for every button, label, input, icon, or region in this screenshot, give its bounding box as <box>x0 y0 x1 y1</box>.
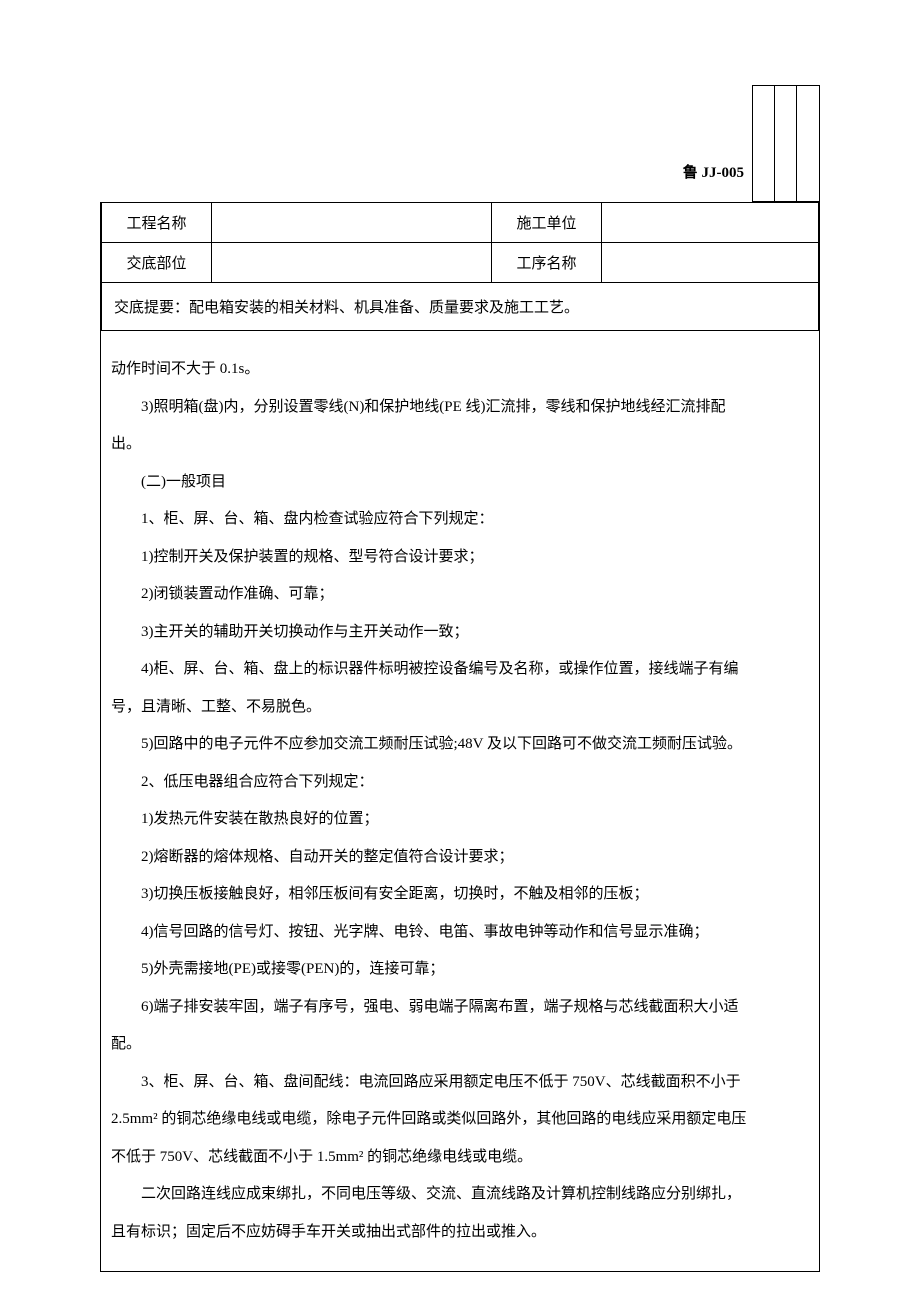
construction-unit-label: 施工单位 <box>492 203 602 243</box>
main-document-frame: 工程名称 施工单位 交底部位 工序名称 交底提要：配电箱安装的相关材料、机具准备… <box>100 202 820 1272</box>
table-row: 交底部位 工序名称 <box>102 243 819 283</box>
disclosure-part-label: 交底部位 <box>102 243 212 283</box>
body-paragraph: 3)主开关的辅助开关切换动作与主开关动作一致； <box>111 614 809 652</box>
body-paragraph: 6)端子排安装牢固，端子有序号，强电、弱电端子隔离布置，端子规格与芯线截面积大小… <box>111 989 809 1027</box>
header-box-3 <box>797 86 819 201</box>
body-paragraph: 不低于 750V、芯线截面不小于 1.5mm² 的铜芯绝缘电线或电缆。 <box>111 1139 809 1177</box>
process-name-label: 工序名称 <box>492 243 602 283</box>
doc-code: 鲁 JJ-005 <box>683 161 744 182</box>
table-row: 交底提要：配电箱安装的相关材料、机具准备、质量要求及施工工艺。 <box>102 283 819 331</box>
body-paragraph: 配。 <box>111 1026 809 1064</box>
header-box-2 <box>775 86 797 201</box>
construction-unit-value <box>602 203 819 243</box>
body-paragraph: 且有标识；固定后不应妨碍手车开关或抽出式部件的拉出或推入。 <box>111 1214 809 1252</box>
body-paragraph: (二)一般项目 <box>111 464 809 502</box>
body-paragraph: 1)控制开关及保护装置的规格、型号符合设计要求； <box>111 539 809 577</box>
body-paragraph: 3)切换压板接触良好，相邻压板间有安全距离，切换时，不触及相邻的压板； <box>111 876 809 914</box>
body-paragraph: 2)熔断器的熔体规格、自动开关的整定值符合设计要求； <box>111 839 809 877</box>
header-boxes <box>752 85 820 202</box>
body-paragraph: 动作时间不大于 0.1s。 <box>111 351 809 389</box>
header-box-1 <box>753 86 775 201</box>
body-paragraph: 2、低压电器组合应符合下列规定： <box>111 764 809 802</box>
document-header-area: 鲁 JJ-005 <box>100 85 820 202</box>
body-paragraph: 3、柜、屏、台、箱、盘间配线：电流回路应采用额定电压不低于 750V、芯线截面积… <box>111 1064 809 1102</box>
body-paragraph: 4)信号回路的信号灯、按钮、光字牌、电铃、电笛、事故电钟等动作和信号显示准确； <box>111 914 809 952</box>
body-paragraph: 出。 <box>111 426 809 464</box>
project-name-label: 工程名称 <box>102 203 212 243</box>
body-paragraph: 号，且清晰、工整、不易脱色。 <box>111 689 809 727</box>
body-paragraph: 1、柜、屏、台、箱、盘内检查试验应符合下列规定： <box>111 501 809 539</box>
body-paragraph: 4)柜、屏、台、箱、盘上的标识器件标明被控设备编号及名称，或操作位置，接线端子有… <box>111 651 809 689</box>
body-paragraph: 5)外壳需接地(PE)或接零(PEN)的，连接可靠； <box>111 951 809 989</box>
document-body: 动作时间不大于 0.1s。 3)照明箱(盘)内，分别设置零线(N)和保护地线(P… <box>101 331 819 1271</box>
body-paragraph: 二次回路连线应成束绑扎，不同电压等级、交流、直流线路及计算机控制线路应分别绑扎， <box>111 1176 809 1214</box>
disclosure-summary: 交底提要：配电箱安装的相关材料、机具准备、质量要求及施工工艺。 <box>102 283 819 331</box>
body-paragraph: 2.5mm² 的铜芯绝缘电线或电缆，除电子元件回路或类似回路外，其他回路的电线应… <box>111 1101 809 1139</box>
body-paragraph: 3)照明箱(盘)内，分别设置零线(N)和保护地线(PE 线)汇流排，零线和保护地… <box>111 389 809 427</box>
disclosure-part-value <box>212 243 492 283</box>
body-paragraph: 1)发热元件安装在散热良好的位置； <box>111 801 809 839</box>
table-row: 工程名称 施工单位 <box>102 203 819 243</box>
body-paragraph: 5)回路中的电子元件不应参加交流工频耐压试验;48V 及以下回路可不做交流工频耐… <box>111 726 809 764</box>
body-paragraph: 2)闭锁装置动作准确、可靠； <box>111 576 809 614</box>
process-name-value <box>602 243 819 283</box>
header-info-table: 工程名称 施工单位 交底部位 工序名称 交底提要：配电箱安装的相关材料、机具准备… <box>101 202 819 331</box>
project-name-value <box>212 203 492 243</box>
